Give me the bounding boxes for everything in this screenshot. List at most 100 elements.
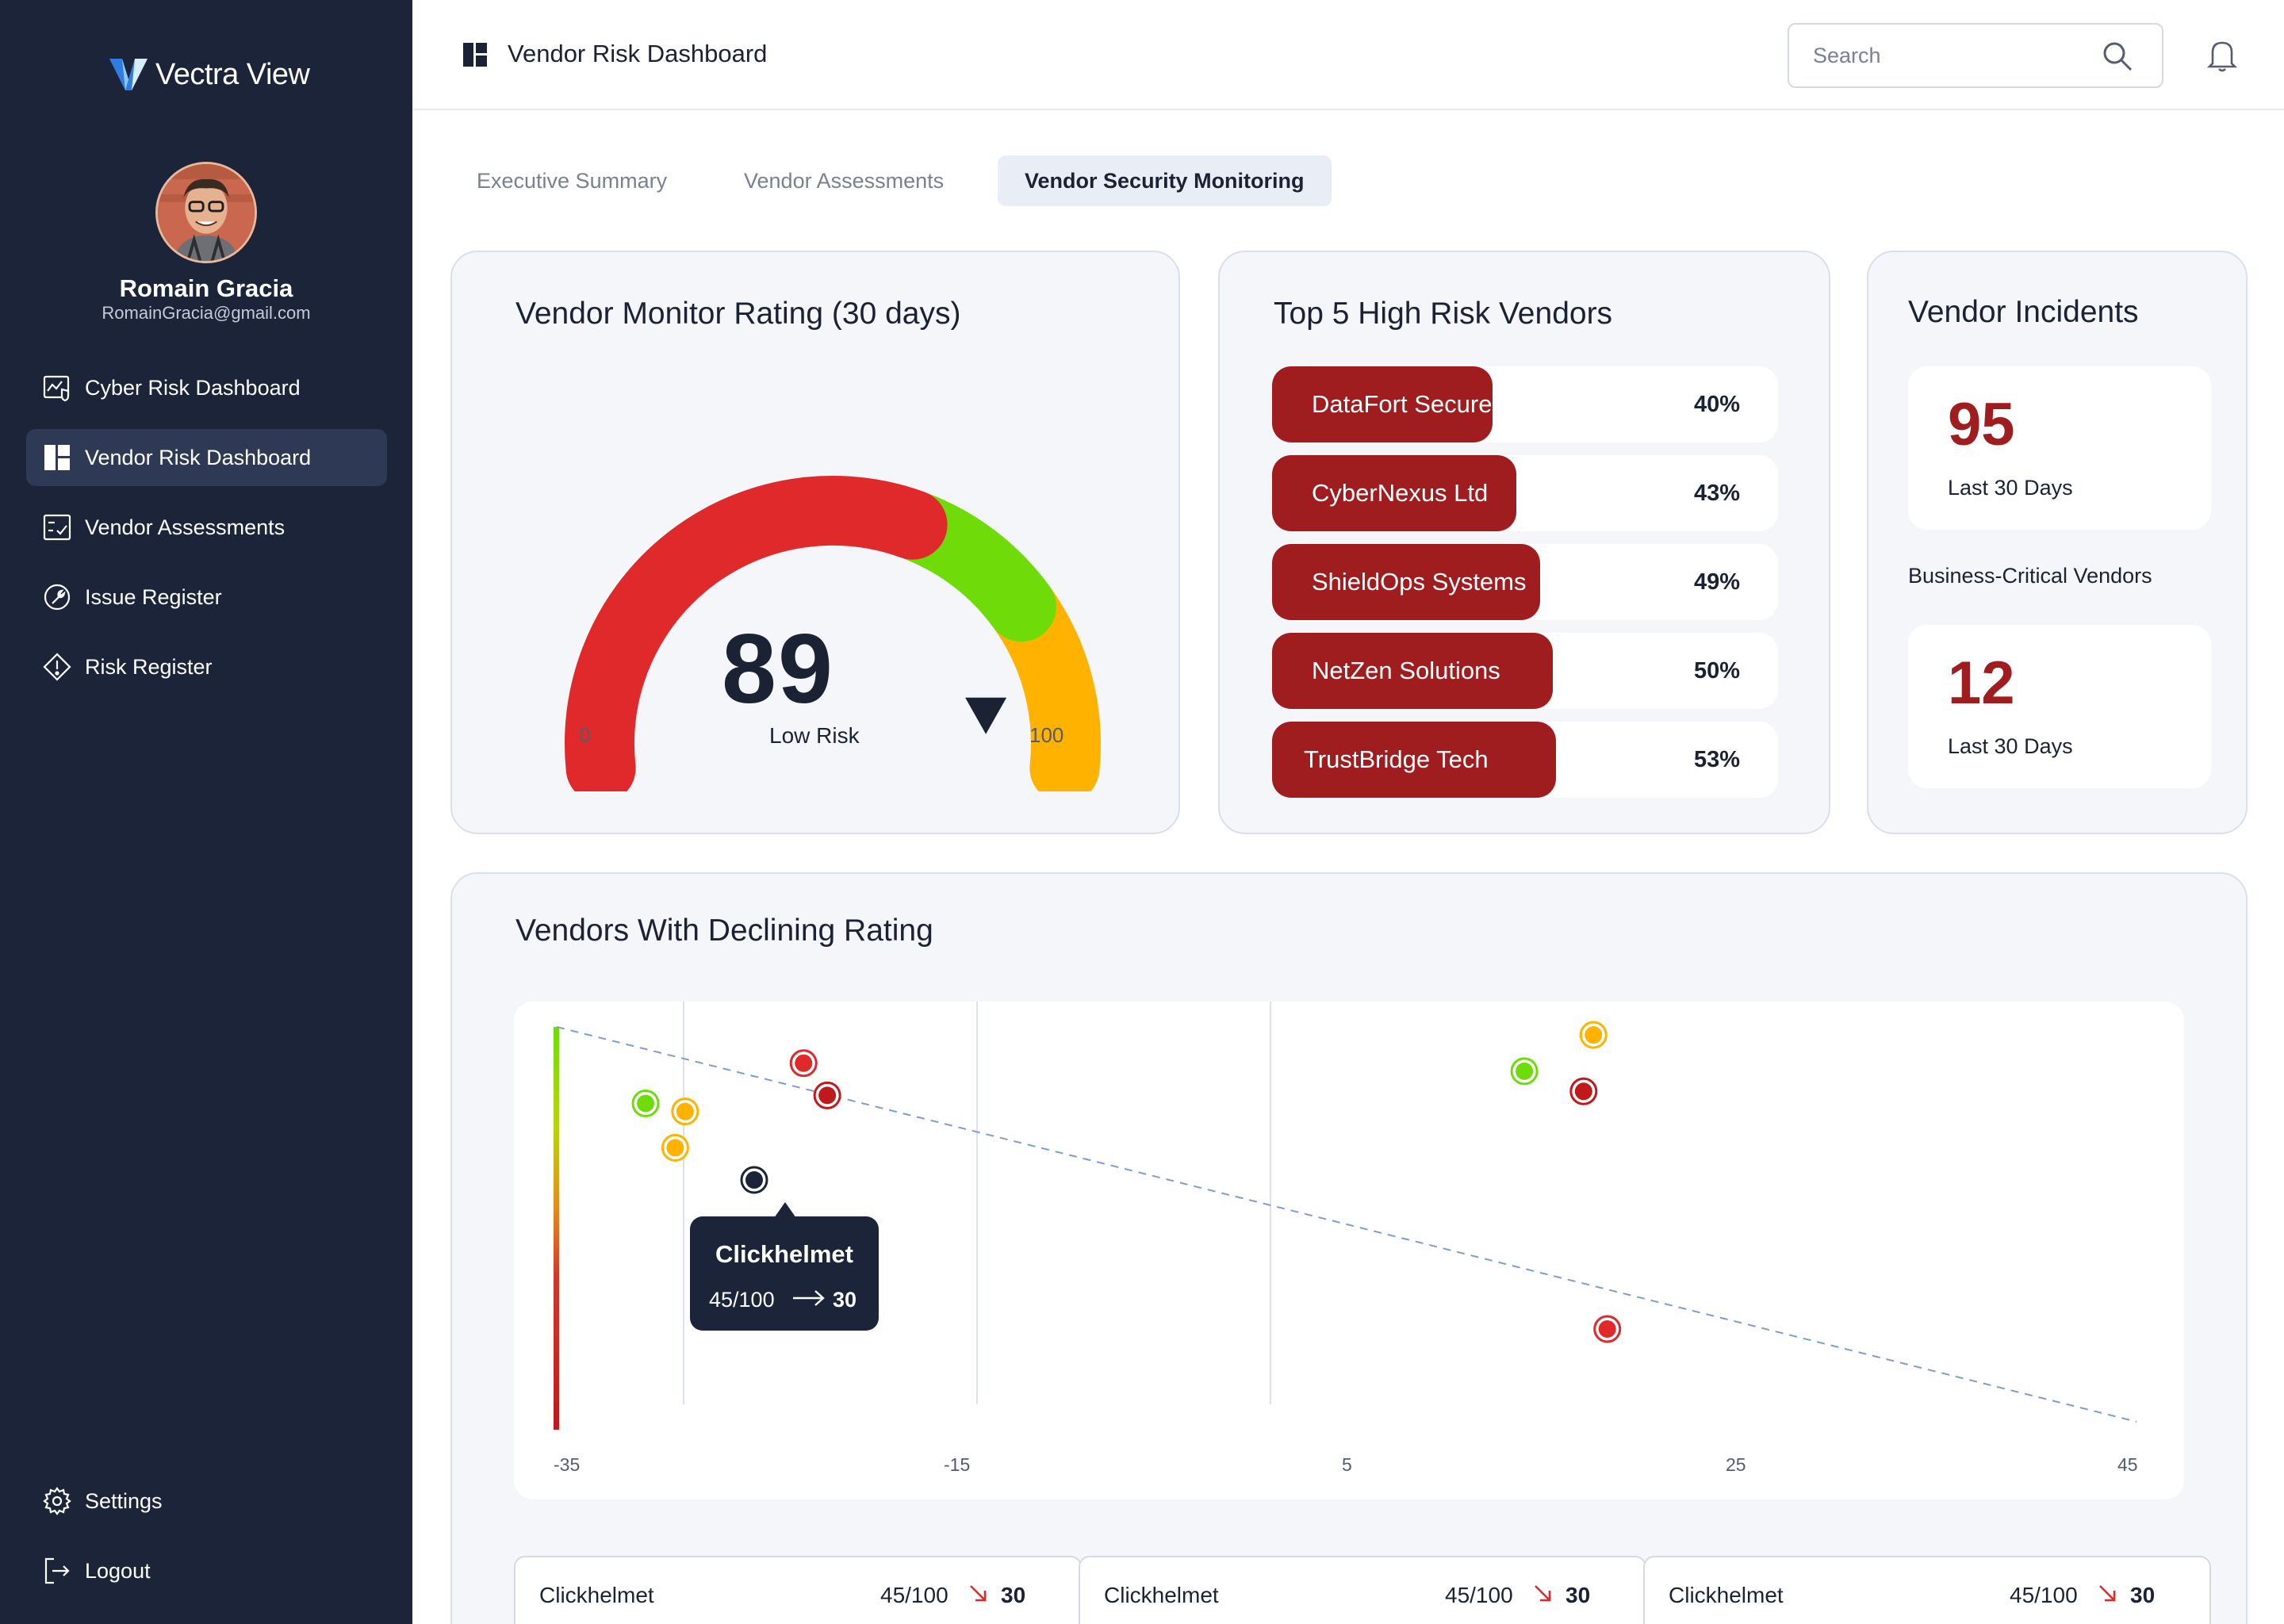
business-critical-label: Business-Critical Vendors — [1908, 564, 2152, 588]
declining-vendor-card[interactable]: Clickhelmet 45/100 30 — [1643, 1556, 2211, 1624]
vendor-incidents-card: Vendor Incidents 95 Last 30 Days Busines… — [1867, 251, 2248, 834]
vendor-percent: 53% — [1693, 747, 1740, 772]
incidents-critical-count: 12 — [1948, 649, 2015, 717]
checklist-icon — [42, 512, 72, 542]
avatar-image — [158, 164, 255, 261]
scatter-point-fill — [1516, 1062, 1534, 1080]
arrow-down-right-icon — [2099, 1585, 2116, 1602]
gear-icon — [42, 1486, 72, 1516]
vendor-name: TrustBridge Tech — [1304, 745, 1489, 773]
sidebar-item-label: Settings — [85, 1488, 163, 1513]
incidents-critical-box[interactable]: 12 Last 30 Days — [1908, 625, 2211, 788]
gauge-value: 89 — [722, 615, 834, 724]
logout-icon — [42, 1556, 72, 1586]
incidents-period: Last 30 Days — [1948, 734, 2073, 758]
vendor-risk-bar — [1272, 544, 1540, 620]
vendor-name: Clickhelmet — [539, 1583, 654, 1607]
sidebar-item-label: Vendor Assessments — [85, 515, 286, 539]
tooltip-pointer — [774, 1202, 796, 1218]
shield-chart-icon — [42, 373, 72, 403]
app-logo[interactable]: Vectra View — [106, 54, 310, 95]
sidebar: Vectra View Romain Gracia RomainGracia@g… — [0, 0, 412, 1624]
tooltip-current-score: 30 — [833, 1288, 857, 1312]
x-tick-label: -35 — [554, 1454, 581, 1475]
x-tick-label: 5 — [1342, 1454, 1352, 1475]
current-score: 30 — [1565, 1583, 1591, 1607]
sidebar-item-issue-register[interactable]: Issue Register — [26, 569, 387, 626]
tooltip-previous-score: 45/100 — [709, 1288, 775, 1312]
user-email: RomainGracia@gmail.com — [102, 303, 311, 323]
sidebar-item-label: Vendor Risk Dashboard — [85, 445, 312, 469]
card-title: Vendor Incidents — [1908, 295, 2139, 329]
vendor-name: Clickhelmet — [1104, 1583, 1219, 1607]
gauge-needle-icon — [965, 697, 1007, 734]
search-box[interactable] — [1788, 23, 2163, 88]
avatar[interactable] — [155, 162, 257, 263]
incidents-total-count: 95 — [1948, 391, 2015, 458]
vendor-name: ShieldOps Systems — [1312, 568, 1527, 596]
card-title: Vendor Monitor Rating (30 days) — [515, 297, 961, 331]
vendor-row[interactable]: TrustBridge Tech 53% — [1272, 722, 1778, 798]
gauge-max-label: 100 — [1029, 723, 1064, 747]
sidebar-item-risk-register[interactable]: Risk Register — [26, 638, 387, 695]
vendor-percent: 50% — [1693, 658, 1740, 684]
page-title: Vendor Risk Dashboard — [508, 40, 768, 67]
gauge-min-label: 0 — [579, 723, 591, 747]
warning-diamond-icon — [42, 652, 72, 682]
sidebar-item-label: Risk Register — [85, 654, 213, 679]
arrow-right-icon — [793, 1290, 825, 1306]
risk-gauge — [565, 475, 1101, 791]
x-tick-label: 45 — [2117, 1454, 2138, 1475]
dashboard-grid-icon — [463, 43, 487, 67]
vendor-row[interactable]: NetZen Solutions 50% — [1272, 633, 1778, 709]
declining-vendor-card[interactable]: Clickhelmet 45/100 30 — [1079, 1556, 1646, 1624]
vendor-percent: 43% — [1693, 481, 1740, 506]
search-icon[interactable] — [2102, 40, 2133, 72]
scatter-point-fill — [666, 1139, 684, 1157]
tab-vendor-assessments[interactable]: Vendor Assessments — [744, 168, 945, 193]
vendor-row[interactable]: DataFort Secure 40% — [1272, 366, 1778, 442]
vendor-name: NetZen Solutions — [1312, 657, 1500, 684]
sidebar-item-logout[interactable]: Logout — [26, 1542, 387, 1599]
sidebar-item-settings[interactable]: Settings — [26, 1473, 387, 1530]
search-input[interactable] — [1813, 43, 2083, 68]
arrow-down-right-icon — [970, 1585, 987, 1602]
incidents-total-box[interactable]: 95 Last 30 Days — [1908, 366, 2211, 530]
vendor-percent: 40% — [1693, 392, 1740, 417]
vendor-risk-bar — [1272, 366, 1493, 442]
bell-icon[interactable] — [2206, 38, 2238, 73]
sidebar-item-cyber-risk-dashboard[interactable]: Cyber Risk Dashboard — [26, 359, 387, 416]
scatter-point-fill — [818, 1086, 837, 1105]
wrench-icon — [42, 582, 72, 612]
x-tick-label: 25 — [1726, 1454, 1746, 1475]
scatter-point-fill — [745, 1171, 763, 1189]
dashboard-grid-icon — [42, 442, 72, 473]
sidebar-item-vendor-assessments[interactable]: Vendor Assessments — [26, 499, 387, 556]
vendor-row[interactable]: ShieldOps Systems 49% — [1272, 544, 1778, 620]
vectra-logo-icon — [109, 59, 148, 90]
scatter-point-fill — [795, 1054, 813, 1072]
chart-tooltip: Clickhelmet 45/100 30 — [690, 1216, 879, 1331]
vendor-name: CyberNexus Ltd — [1312, 479, 1489, 507]
declining-vendor-card[interactable]: Clickhelmet 45/100 30 — [514, 1556, 1082, 1624]
sidebar-item-label: Issue Register — [85, 584, 222, 609]
user-name: Romain Gracia — [119, 274, 293, 302]
tab-executive-summary[interactable]: Executive Summary — [477, 168, 668, 193]
vendor-risk-bar — [1272, 455, 1516, 531]
sidebar-item-label: Logout — [85, 1558, 151, 1583]
vendor-name: Clickhelmet — [1669, 1583, 1784, 1607]
tab-vendor-security-monitoring[interactable]: Vendor Security Monitoring — [998, 155, 1332, 206]
current-score: 30 — [2130, 1583, 2156, 1607]
tooltip-vendor-name: Clickhelmet — [715, 1240, 853, 1268]
app-name: Vectra View — [155, 57, 310, 91]
monitor-rating-card: Vendor Monitor Rating (30 days) 89 Low R… — [450, 251, 1180, 834]
vendor-row[interactable]: CyberNexus Ltd 43% — [1272, 455, 1778, 531]
gauge-label: Low Risk — [769, 723, 860, 748]
current-score: 30 — [1001, 1583, 1026, 1607]
vendor-risk-bar — [1272, 722, 1556, 798]
scatter-chart — [554, 1002, 2137, 1430]
vendor-risk-bar — [1272, 633, 1553, 709]
sidebar-item-vendor-risk-dashboard[interactable]: Vendor Risk Dashboard — [26, 429, 387, 486]
arrow-down-right-icon — [1535, 1585, 1551, 1602]
risk-scale-bar — [554, 1027, 559, 1430]
